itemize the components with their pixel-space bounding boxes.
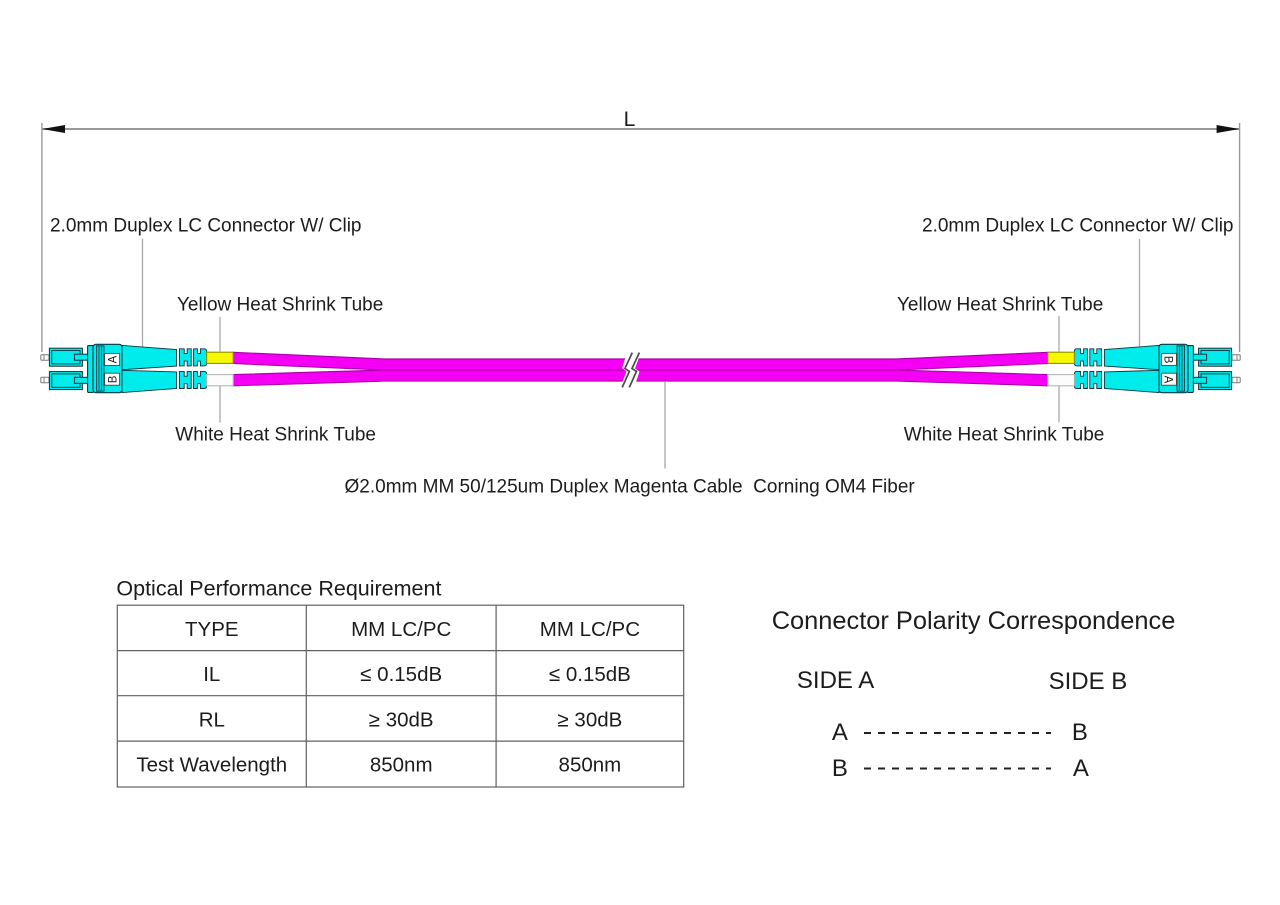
svg-text:A: A [1162,376,1174,384]
svg-text:≥ 30dB: ≥ 30dB [369,708,434,731]
svg-text:Connector Polarity Corresponde: Connector Polarity Correspondence [772,607,1176,635]
svg-text:SIDE B: SIDE B [1049,668,1128,695]
svg-text:Optical Performance Requiremen: Optical Performance Requirement [116,577,441,601]
svg-text:MM LC/PC: MM LC/PC [351,618,451,641]
svg-text:850nm: 850nm [559,754,622,777]
svg-text:SIDE A: SIDE A [797,667,874,694]
svg-text:IL: IL [203,663,220,686]
svg-text:Test Wavelength: Test Wavelength [136,754,287,777]
svg-text:B: B [832,755,848,782]
svg-text:A: A [107,355,119,363]
svg-text:2.0mm Duplex LC Connector W/ C: 2.0mm Duplex LC Connector W/ Clip [922,216,1234,237]
svg-text:≥ 30dB: ≥ 30dB [557,708,622,731]
svg-text:B: B [1162,356,1174,364]
svg-text:≤ 0.15dB: ≤ 0.15dB [360,663,442,686]
svg-text:Yellow Heat Shrink Tube: Yellow Heat Shrink Tube [177,295,383,316]
svg-text:MM LC/PC: MM LC/PC [540,618,640,641]
svg-text:RL: RL [199,708,225,731]
svg-text:850nm: 850nm [370,754,433,777]
svg-text:2.0mm Duplex LC Connector W/ C: 2.0mm Duplex LC Connector W/ Clip [50,216,362,237]
svg-text:White Heat Shrink Tube: White Heat Shrink Tube [175,425,376,446]
svg-text:A: A [832,719,848,746]
svg-text:B: B [1072,719,1088,746]
svg-text:Yellow Heat Shrink Tube: Yellow Heat Shrink Tube [897,295,1103,316]
svg-text:TYPE: TYPE [185,618,239,641]
svg-text:≤ 0.15dB: ≤ 0.15dB [549,663,631,686]
svg-text:L: L [624,108,636,131]
svg-text:A: A [1073,755,1089,782]
svg-text:White Heat Shrink Tube: White Heat Shrink Tube [904,425,1105,446]
svg-text:B: B [107,375,119,383]
svg-text:Ø2.0mm MM 50/125um Duplex Mage: Ø2.0mm MM 50/125um Duplex Magenta Cable … [345,477,916,498]
